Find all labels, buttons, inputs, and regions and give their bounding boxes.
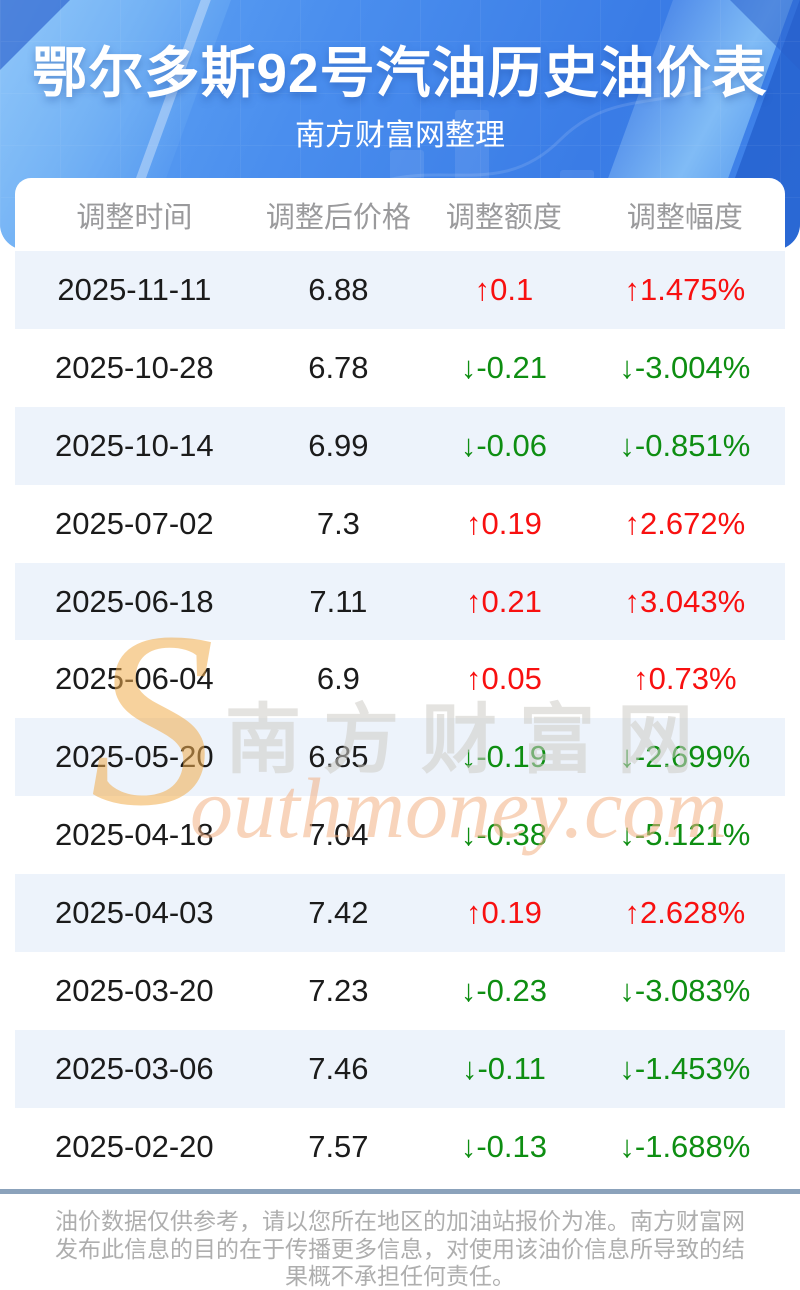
row-price: 7.11 (309, 583, 368, 619)
row-date: 2025-03-20 (55, 972, 214, 1008)
table-row: 2025-04-03 7.42 ↑0.19 ↑2.628% (15, 874, 785, 953)
row-price: 7.04 (308, 817, 369, 853)
row-change: ↓-0.38 (460, 817, 547, 853)
row-change: ↑0.21 (466, 583, 542, 619)
page-subtitle: 南方财富网整理 (295, 119, 505, 152)
table-row: 2025-05-20 6.85 ↓-0.19 ↓-2.699% (15, 718, 785, 797)
row-percent: ↓-0.851% (619, 427, 751, 463)
row-change: ↓-0.06 (460, 427, 547, 463)
row-date: 2025-06-04 (55, 661, 214, 697)
row-price: 7.46 (308, 1050, 369, 1086)
column-header-adjust-amount: 调整额度 (445, 201, 562, 234)
row-price: 7.23 (308, 972, 369, 1008)
table-row: 2025-11-11 6.88 ↑0.1 ↑1.475% (15, 251, 785, 329)
table-header-row: 调整时间 调整后价格 调整额度 调整幅度 (15, 178, 785, 251)
row-date: 2025-04-03 (55, 895, 214, 931)
table-row: 2025-02-20 7.57 ↓-0.13 ↓-1.688% (15, 1108, 785, 1186)
disclaimer-line: 果概不承担任何责任。 (285, 1263, 515, 1289)
table-row: 2025-04-18 7.04 ↓-0.38 ↓-5.121% (15, 796, 785, 874)
column-header-adjust-time: 调整时间 (76, 201, 193, 234)
row-change: ↑0.05 (466, 661, 542, 697)
row-price: 7.42 (308, 895, 369, 931)
row-price: 6.99 (308, 427, 369, 463)
row-price: 7.3 (316, 505, 360, 541)
disclaimer-text: 油价数据仅供参考，请以您所在地区的加油站报价为准。南方财富网 发布此信息的目的在… (0, 1208, 800, 1290)
table-row: 2025-03-06 7.46 ↓-0.11 ↓-1.453% (15, 1029, 785, 1108)
row-date: 2025-06-18 (55, 583, 214, 619)
row-percent: ↑2.628% (624, 895, 746, 931)
page-title: 鄂尔多斯92号汽油历史油价表 (32, 42, 768, 104)
price-table-card: 调整时间 调整后价格 调整额度 调整幅度 2025-11-11 6.88 ↑0.… (15, 178, 785, 1186)
row-change: ↓-0.19 (460, 739, 547, 775)
row-change: ↓-0.23 (460, 972, 547, 1008)
row-price: 7.57 (308, 1128, 369, 1164)
row-change: ↑0.1 (474, 271, 534, 307)
row-change: ↑0.19 (466, 895, 542, 931)
table-row: 2025-07-02 7.3 ↑0.19 ↑2.672% (15, 485, 785, 563)
row-percent: ↓-5.121% (619, 817, 751, 853)
table-row: 2025-06-18 7.11 ↑0.21 ↑3.043% (15, 562, 785, 641)
table-row: 2025-10-14 6.99 ↓-0.06 ↓-0.851% (15, 406, 785, 485)
column-header-adjust-rate: 调整幅度 (626, 201, 743, 234)
row-price: 6.88 (308, 271, 369, 307)
row-date: 2025-10-14 (55, 427, 214, 463)
row-change: ↑0.19 (466, 505, 542, 541)
row-percent: ↓-3.083% (619, 972, 751, 1008)
row-date: 2025-03-06 (55, 1050, 214, 1086)
row-price: 6.85 (308, 739, 369, 775)
table-body: 2025-11-11 6.88 ↑0.1 ↑1.475% 2025-10-28 … (15, 251, 785, 1186)
footer-separator-line (0, 1189, 800, 1194)
table-row: 2025-10-28 6.78 ↓-0.21 ↓-3.004% (15, 329, 785, 407)
row-percent: ↓-1.453% (619, 1050, 751, 1086)
row-change: ↓-0.11 (461, 1050, 546, 1086)
row-date: 2025-05-20 (55, 739, 214, 775)
row-percent: ↑3.043% (624, 583, 746, 619)
disclaimer-line: 发布此信息的目的在于传播更多信息，对使用该油价信息所导致的结 (55, 1235, 745, 1262)
row-date: 2025-11-11 (57, 271, 212, 307)
row-change: ↓-0.13 (460, 1128, 547, 1164)
row-date: 2025-10-28 (55, 349, 214, 385)
row-percent: ↓-2.699% (619, 739, 751, 775)
row-price: 6.78 (308, 349, 369, 385)
row-price: 6.9 (316, 661, 360, 697)
row-percent: ↑2.672% (624, 505, 746, 541)
row-date: 2025-07-02 (55, 505, 214, 541)
row-percent: ↓-1.688% (619, 1128, 751, 1164)
column-header-adjusted-price: 调整后价格 (265, 201, 411, 234)
row-date: 2025-02-20 (55, 1128, 214, 1164)
row-date: 2025-04-18 (55, 817, 214, 853)
disclaimer-line: 油价数据仅供参考，请以您所在地区的加油站报价为准。南方财富网 (55, 1208, 745, 1234)
table-row: 2025-03-20 7.23 ↓-0.23 ↓-3.083% (15, 952, 785, 1030)
table-row: 2025-06-04 6.9 ↑0.05 ↑0.73% (15, 640, 785, 718)
row-percent: ↑1.475% (624, 271, 746, 307)
row-percent: ↓-3.004% (619, 349, 751, 385)
row-percent: ↑0.73% (633, 661, 737, 697)
row-change: ↓-0.21 (460, 349, 547, 385)
